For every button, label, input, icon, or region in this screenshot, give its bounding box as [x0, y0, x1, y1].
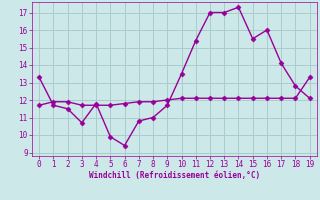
- X-axis label: Windchill (Refroidissement éolien,°C): Windchill (Refroidissement éolien,°C): [89, 171, 260, 180]
